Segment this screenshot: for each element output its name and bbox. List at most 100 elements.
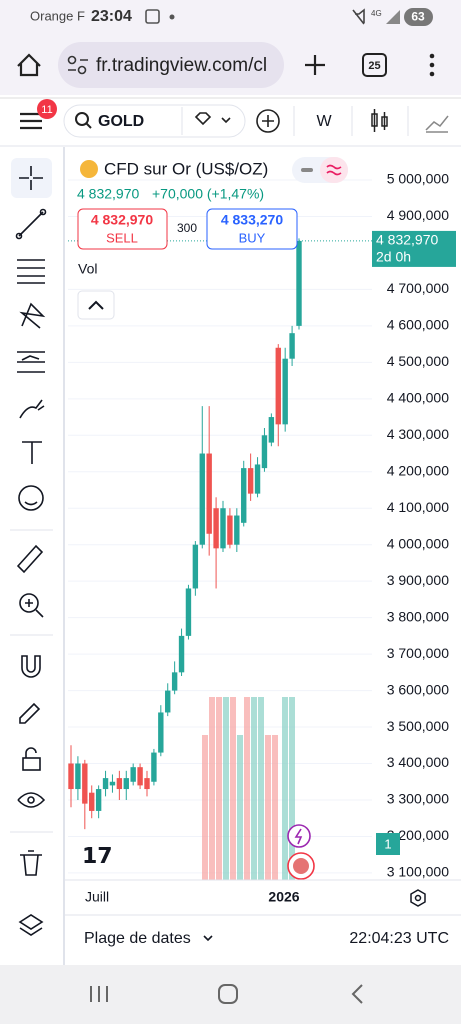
candle-body (144, 778, 150, 790)
tabs-count: 25 (368, 60, 380, 72)
notif-count: 11 (41, 104, 52, 116)
status-bar (0, 0, 461, 35)
y-tick-label: 3 100,000 (387, 864, 449, 880)
candle-body (130, 767, 136, 782)
candle-body (185, 588, 192, 636)
sell-button[interactable] (77, 208, 168, 250)
tool-separators (10, 529, 53, 833)
tools[interactable] (15, 166, 47, 936)
candle-body (261, 435, 268, 469)
candle-body (75, 763, 81, 790)
candle-body (199, 453, 205, 545)
menu-button[interactable] (429, 53, 435, 77)
y-tick-label: 3 300,000 (387, 791, 449, 807)
menu[interactable] (20, 112, 42, 130)
candle-body (178, 635, 185, 673)
candle-body (137, 767, 143, 786)
symbol-search[interactable] (63, 104, 246, 138)
add-symbol[interactable] (256, 109, 280, 133)
add-symbol-plus (262, 115, 274, 127)
candle-body (116, 778, 123, 790)
interval[interactable]: W (316, 113, 332, 130)
url: fr.tradingview.com/cl (96, 55, 267, 76)
toggle-active (320, 157, 348, 183)
y-tick-label: 4 100,000 (387, 499, 449, 515)
candle-body (296, 240, 302, 326)
alerts-badge (376, 833, 400, 855)
home[interactable] (218, 984, 238, 1004)
candle-body (123, 778, 129, 790)
recent-apps[interactable] (90, 986, 108, 1002)
tool-selected (11, 158, 52, 198)
candle-body (158, 712, 164, 753)
buy-button[interactable] (206, 208, 298, 250)
last-price-box (372, 230, 456, 267)
change: +70,000 (+1,47%) (152, 186, 264, 202)
settings[interactable] (410, 889, 426, 907)
url-field[interactable] (58, 42, 284, 88)
clock-utc: 22:04:23 UTC (349, 930, 449, 947)
y-tick-label: 3 800,000 (387, 608, 449, 624)
new-tab[interactable] (305, 55, 325, 75)
alerts-count: 1 (384, 836, 391, 851)
mute-icon (352, 8, 365, 25)
candle-body (102, 778, 109, 790)
candle-body (68, 763, 74, 790)
candle-body (268, 417, 275, 443)
candle-body (89, 792, 95, 811)
tabs-button[interactable] (362, 53, 387, 77)
site-info (67, 55, 77, 65)
date-range[interactable]: Plage de dates (84, 930, 191, 947)
y-tick-label: 3 600,000 (387, 681, 449, 697)
collapse-button[interactable] (77, 290, 115, 320)
toggle-icon (326, 164, 342, 176)
notif-badge (37, 99, 57, 119)
indicators[interactable] (425, 115, 449, 133)
y-tick-label: 4 600,000 (387, 317, 449, 333)
event-icon[interactable] (287, 824, 311, 848)
site-info-lines (68, 59, 88, 71)
x-label: 2026 (268, 889, 299, 905)
candle-body (213, 508, 219, 549)
search-icon (85, 122, 92, 129)
site-info (77, 65, 87, 75)
tv-logo: 𝟭𝟳 (82, 843, 113, 868)
battery-level: 63 (411, 10, 425, 24)
chart-title: CFD sur Or (US$/OZ) (104, 159, 268, 178)
quote: 4 832,970 (77, 186, 139, 202)
event-bolt (294, 828, 303, 845)
y-tick-label: 3 900,000 (387, 572, 449, 588)
premium-menu[interactable] (194, 112, 231, 126)
collapse-icon (88, 300, 104, 310)
y-tick-label: 4 500,000 (387, 353, 449, 369)
toggle-icon (301, 168, 313, 172)
chart-type[interactable] (371, 109, 388, 132)
x-label: Juill (85, 889, 109, 905)
y-tick-label: 4 200,000 (387, 462, 449, 478)
volume-label: Vol (78, 261, 97, 277)
back[interactable] (351, 984, 363, 1004)
flag-icon (293, 858, 309, 874)
sell-price: 4 832,970 (91, 212, 153, 228)
candle-body (282, 358, 288, 425)
symbol: GOLD (98, 113, 144, 130)
candle-body (241, 468, 247, 523)
buy-label: BUY (239, 230, 266, 245)
network: 4G (371, 9, 382, 18)
candle-body (227, 515, 233, 545)
y-tick-label: 3 200,000 (387, 827, 449, 843)
clock: 23:04 (91, 8, 132, 25)
candle-body (171, 672, 178, 691)
y-tick-label: 4 700,000 (387, 280, 449, 296)
y-tick-label: 5 000,000 (387, 171, 449, 187)
y-tick-label: 4 300,000 (387, 426, 449, 442)
candle-body (82, 763, 88, 804)
carrier: Orange F (30, 8, 85, 23)
nav-bar (0, 965, 461, 1024)
dropdown (203, 935, 213, 942)
y-tick-label: 3 400,000 (387, 754, 449, 770)
candle-body (206, 453, 212, 534)
home-button[interactable] (17, 53, 41, 77)
